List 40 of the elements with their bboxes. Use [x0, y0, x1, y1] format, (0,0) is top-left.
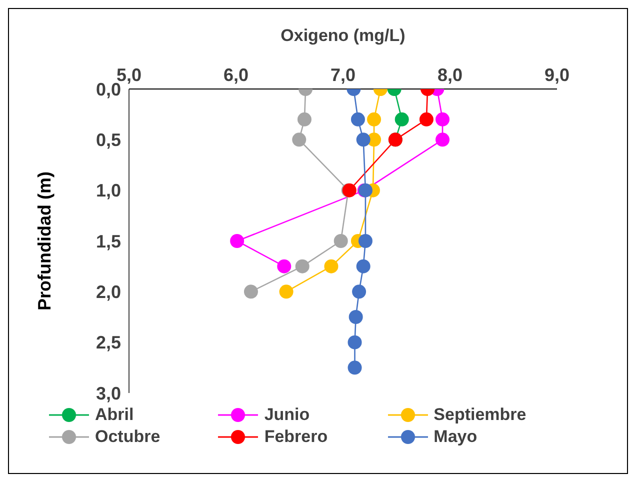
point [350, 112, 365, 126]
legend-label: Abril [95, 405, 134, 425]
point [356, 132, 370, 147]
point [292, 132, 306, 147]
x-tick-label: 8,0 [437, 65, 463, 85]
point [297, 112, 312, 126]
y-tick-label: 3,0 [96, 383, 121, 404]
point [277, 259, 292, 274]
point [394, 112, 409, 126]
point [348, 360, 362, 375]
y-axis-title: Profundidad (m) [34, 172, 54, 310]
y-tick-label: 0,5 [96, 130, 121, 150]
point [244, 284, 258, 299]
point [324, 259, 338, 274]
x-tick-label: 7,0 [330, 65, 356, 85]
y-tick-label: 2,5 [96, 332, 121, 353]
point [352, 284, 366, 299]
legend-label: Octubre [95, 427, 160, 447]
point [356, 259, 370, 274]
legend-label: Junio [264, 405, 310, 425]
point [436, 112, 450, 126]
point [348, 335, 362, 350]
y-tick-label: 2,0 [96, 282, 121, 302]
point [295, 259, 310, 274]
legend-label: Febrero [264, 427, 328, 447]
point [367, 112, 382, 126]
legend-label: Mayo [434, 427, 478, 447]
point [436, 132, 450, 147]
point [230, 234, 244, 248]
point [348, 310, 363, 324]
point [334, 234, 348, 248]
legend-label: Septiembre [434, 405, 526, 425]
y-tick-label: 1,5 [96, 231, 121, 252]
y-tick-label: 1,0 [96, 180, 121, 201]
x-tick-label: 6,0 [223, 65, 249, 85]
point [279, 284, 294, 299]
point [419, 112, 434, 126]
point [358, 234, 372, 248]
x-tick-label: 9,0 [544, 65, 570, 85]
x-axis-title: Oxigeno (mg/L) [280, 26, 406, 46]
